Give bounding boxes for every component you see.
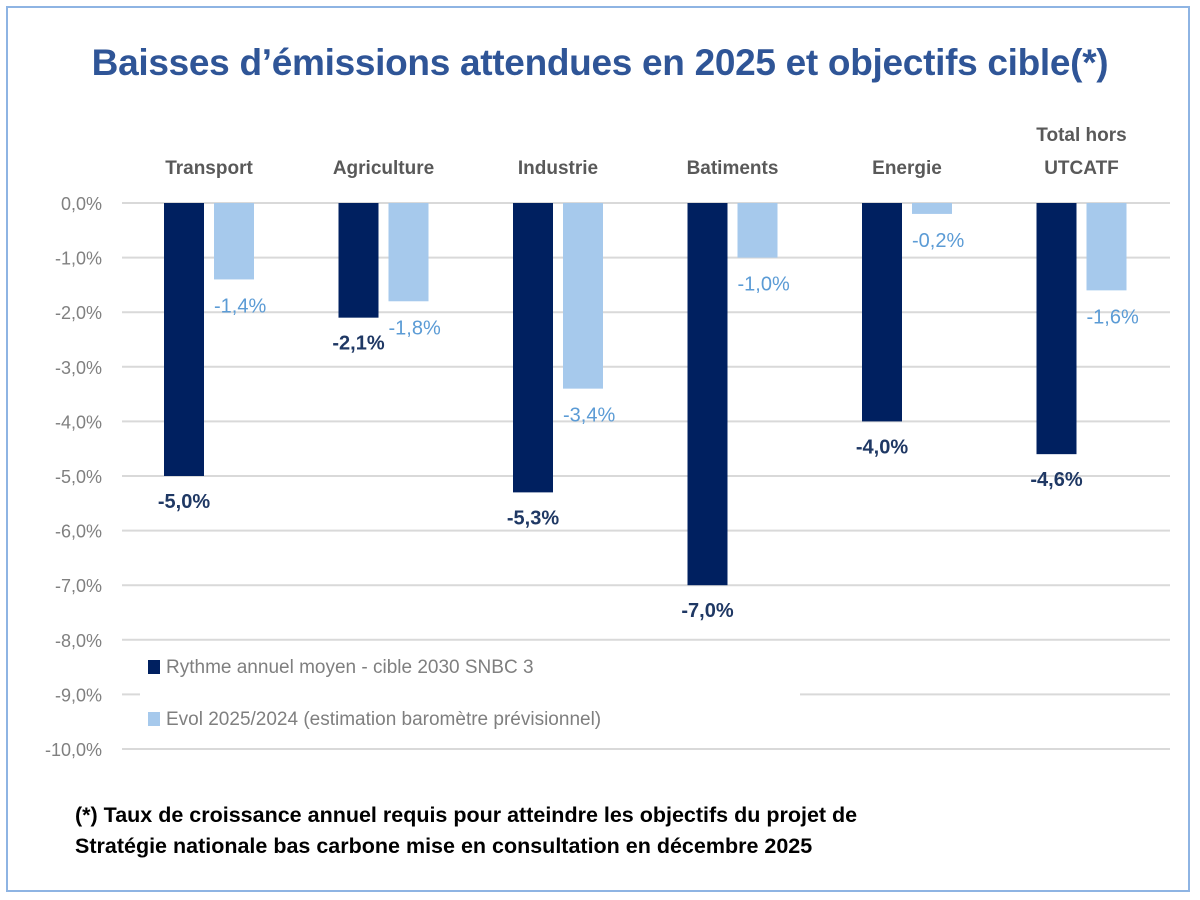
category-label: Total hors bbox=[1036, 125, 1126, 146]
y-tick-label: -1,0% bbox=[55, 249, 102, 269]
bar bbox=[388, 203, 429, 302]
bar bbox=[164, 203, 204, 476]
chart-frame bbox=[6, 6, 1190, 892]
legend-label: Evol 2025/2024 (estimation baromètre pré… bbox=[166, 709, 601, 730]
data-label: -3,4% bbox=[563, 405, 615, 427]
footnote: (*) Taux de croissance annuel requis pou… bbox=[75, 800, 857, 862]
category-label: UTCATF bbox=[1044, 158, 1119, 179]
footnote-line-1: (*) Taux de croissance annuel requis pou… bbox=[75, 803, 858, 827]
y-tick-label: -8,0% bbox=[55, 631, 102, 651]
category-label: Industrie bbox=[518, 158, 598, 179]
y-tick-label: -2,0% bbox=[55, 303, 102, 323]
category-label: Energie bbox=[872, 158, 942, 179]
chart-title: Baisses d’émissions attendues en 2025 et… bbox=[91, 42, 1109, 83]
data-label: -1,6% bbox=[1087, 306, 1139, 328]
footnote-line-2: Stratégie nationale bas carbone mise en … bbox=[75, 834, 813, 858]
bar bbox=[563, 203, 603, 389]
data-label: -1,8% bbox=[389, 317, 441, 339]
data-label: -1,4% bbox=[214, 295, 266, 317]
bar bbox=[687, 203, 728, 586]
legend-swatch bbox=[148, 712, 160, 726]
data-label: -0,2% bbox=[912, 230, 964, 252]
category-label: Batiments bbox=[687, 158, 779, 179]
y-tick-label: -3,0% bbox=[55, 358, 102, 378]
y-tick-label: -6,0% bbox=[55, 522, 102, 542]
bar bbox=[214, 203, 254, 280]
y-tick-label: -4,0% bbox=[55, 412, 102, 432]
y-tick-label: -10,0% bbox=[45, 740, 102, 760]
bar bbox=[862, 203, 902, 422]
y-tick-label: -7,0% bbox=[55, 576, 102, 596]
legend-label: Rythme annuel moyen - cible 2030 SNBC 3 bbox=[166, 657, 534, 678]
category-label: Agriculture bbox=[333, 158, 434, 179]
data-label: -1,0% bbox=[738, 274, 790, 296]
bar bbox=[513, 203, 553, 493]
y-tick-label: 0,0% bbox=[61, 194, 102, 214]
bar bbox=[737, 203, 778, 258]
bar bbox=[1036, 203, 1077, 455]
y-tick-label: -5,0% bbox=[55, 467, 102, 487]
legend-background bbox=[140, 648, 800, 736]
data-label: -5,0% bbox=[158, 491, 210, 513]
y-tick-label: -9,0% bbox=[55, 685, 102, 705]
category-label: Transport bbox=[165, 158, 253, 179]
data-label: -5,3% bbox=[507, 507, 559, 529]
data-label: -7,0% bbox=[681, 600, 733, 622]
bar bbox=[912, 203, 952, 214]
bar bbox=[338, 203, 379, 318]
data-label: -4,0% bbox=[856, 436, 908, 458]
data-label: -4,6% bbox=[1030, 469, 1082, 491]
bar bbox=[1086, 203, 1127, 291]
legend-swatch bbox=[148, 660, 160, 674]
data-label: -2,1% bbox=[332, 333, 384, 355]
